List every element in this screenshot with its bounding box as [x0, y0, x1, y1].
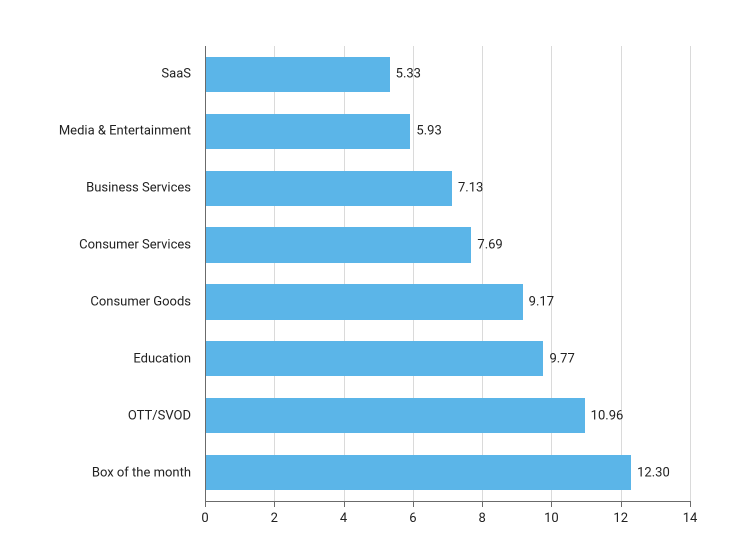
plot-area: 02468101214SaaS5.33Media & Entertainment… — [205, 46, 690, 501]
bar-row: 10.96 — [205, 398, 690, 433]
x-tick-label: 2 — [271, 511, 278, 526]
x-gridline — [690, 46, 691, 501]
x-tick-label: 10 — [544, 511, 559, 526]
bar — [205, 455, 631, 490]
bar — [205, 284, 523, 319]
x-tick-label: 0 — [201, 511, 208, 526]
bar-row: 12.30 — [205, 455, 690, 490]
y-axis-label: Media & Entertainment — [0, 124, 191, 139]
x-tick-label: 12 — [613, 511, 628, 526]
bar-value-label: 9.77 — [549, 351, 574, 366]
x-tick-label: 4 — [340, 511, 347, 526]
bar-row: 9.77 — [205, 341, 690, 376]
bar — [205, 227, 471, 262]
bar-row: 5.93 — [205, 114, 690, 149]
bar — [205, 171, 452, 206]
bar — [205, 57, 390, 92]
x-tick-mark — [690, 501, 691, 507]
bar-row: 7.69 — [205, 227, 690, 262]
y-axis-label: Consumer Goods — [0, 294, 191, 309]
bar-value-label: 7.13 — [458, 181, 483, 196]
bar-row: 9.17 — [205, 284, 690, 319]
bar — [205, 341, 543, 376]
bar-value-label: 10.96 — [591, 408, 624, 423]
y-axis-label: Consumer Services — [0, 238, 191, 253]
bar-value-label: 5.93 — [416, 124, 441, 139]
horizontal-bar-chart: 0 2 4 6 8 10 12 14 SaaS 5.33 Media & Entertainment… — [0, 0, 730, 555]
bar-value-label: 12.30 — [637, 465, 670, 480]
y-axis-label: SaaS — [0, 67, 191, 82]
x-tick-label: 8 — [478, 511, 485, 526]
bar — [205, 398, 585, 433]
y-axis-label: Box of the month — [0, 465, 191, 480]
x-tick-label: 6 — [409, 511, 416, 526]
bar-value-label: 7.69 — [477, 238, 502, 253]
bar-row: 5.33 — [205, 57, 690, 92]
bar — [205, 114, 410, 149]
y-axis-label: Business Services — [0, 181, 191, 196]
bar-row: 7.13 — [205, 171, 690, 206]
x-axis-line — [205, 501, 690, 502]
x-tick-label: 14 — [683, 511, 698, 526]
bar-value-label: 9.17 — [529, 294, 554, 309]
bar-value-label: 5.33 — [396, 67, 421, 82]
y-axis-line — [205, 46, 206, 501]
y-axis-label: Education — [0, 351, 191, 366]
y-axis-label: OTT/SVOD — [0, 408, 191, 423]
